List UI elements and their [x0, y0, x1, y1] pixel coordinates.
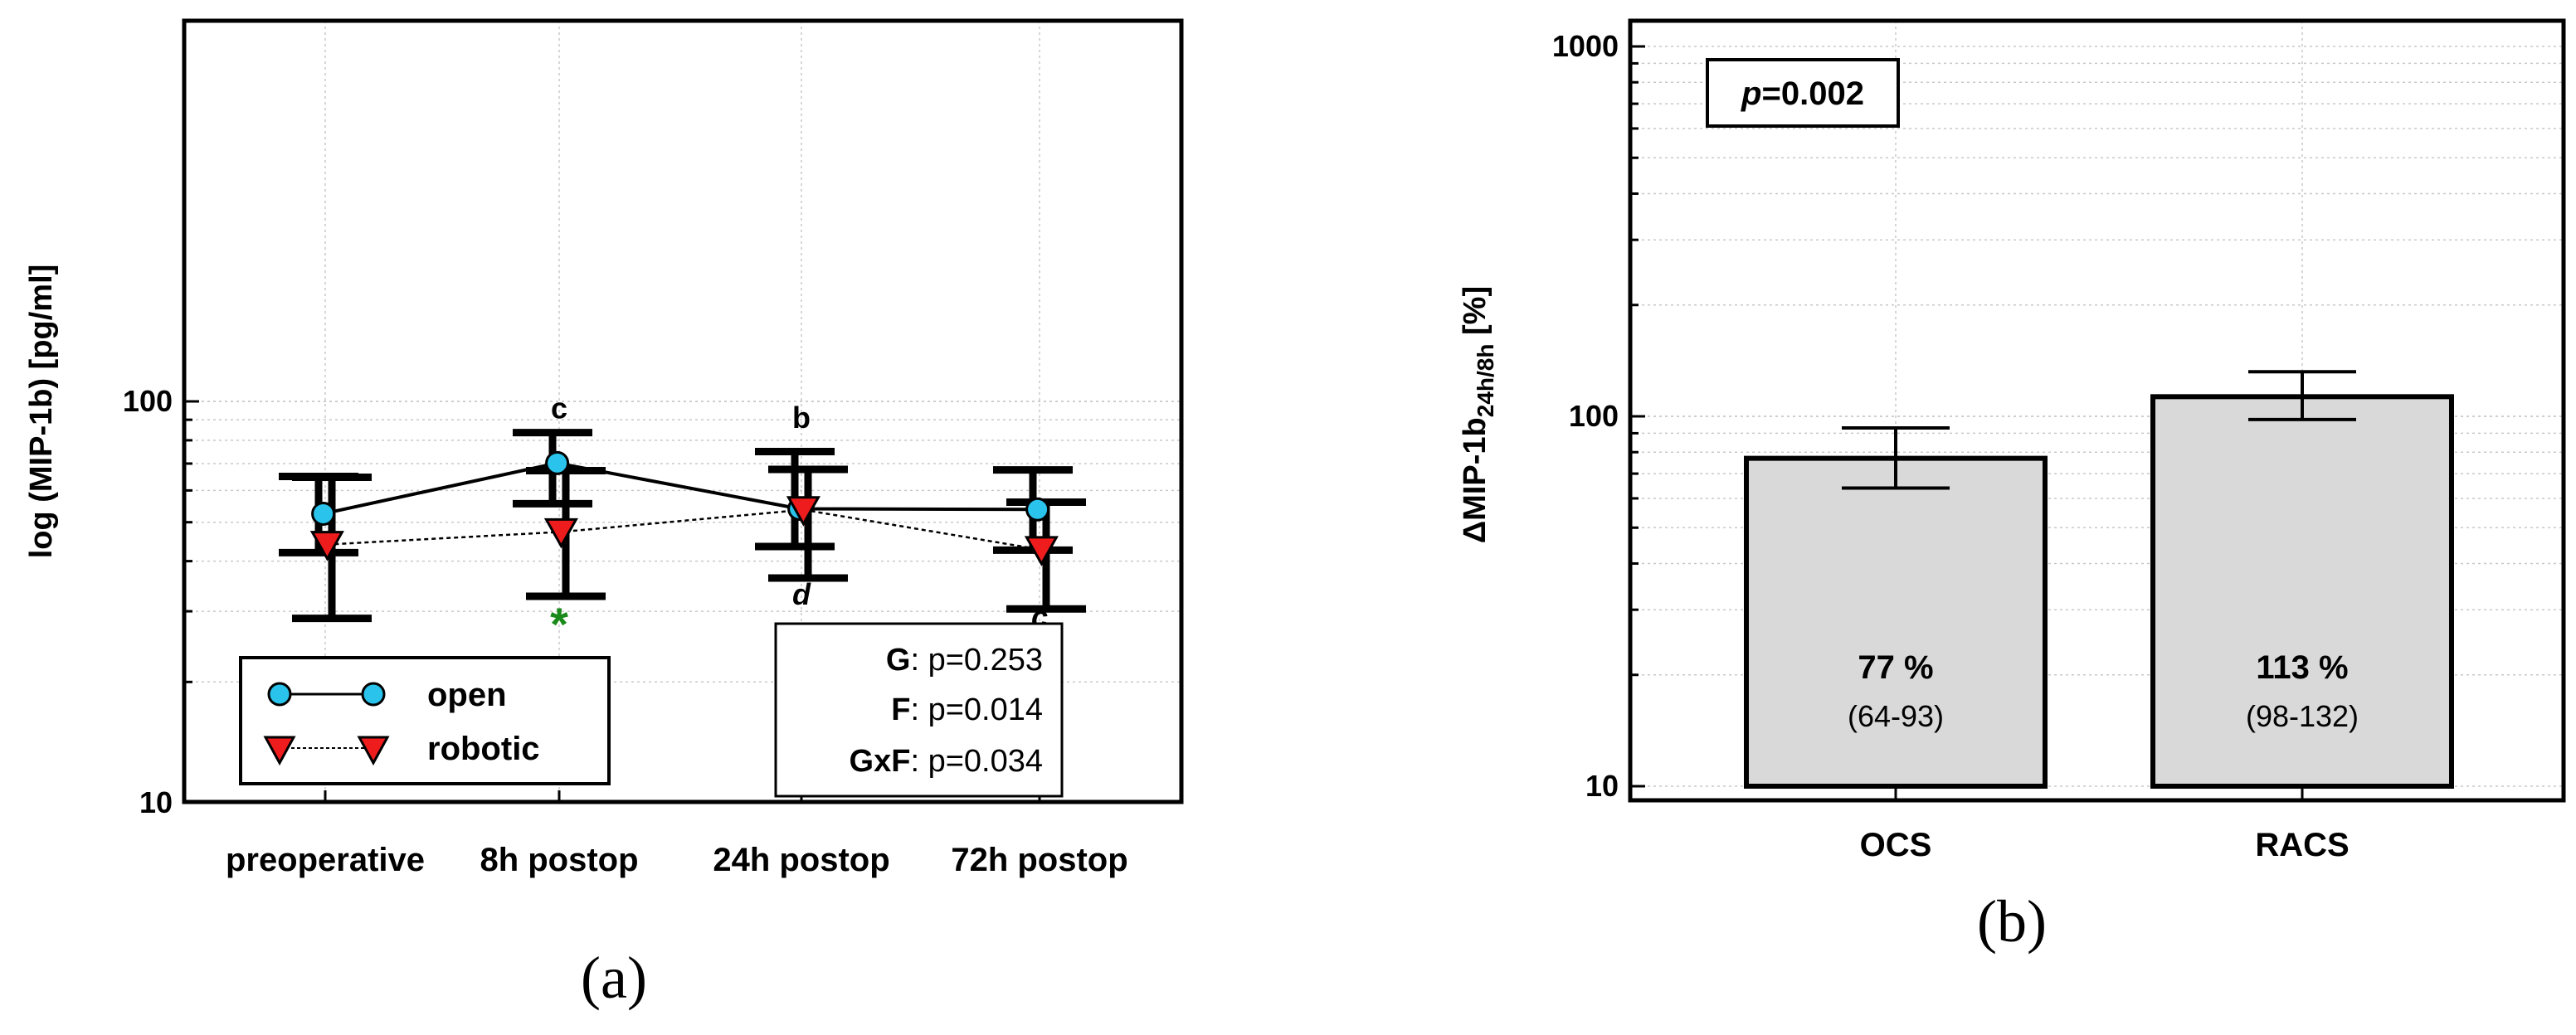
panel-a-x-tick-label: 72h postop: [951, 842, 1127, 878]
bar-range-label: (98-132): [2246, 699, 2359, 733]
legend-open-marker-right: [361, 682, 386, 707]
stats-row-f: F: p=0.014: [891, 692, 1043, 727]
series-line-open: [323, 461, 1038, 516]
panel-b-pvalue-frame: [1706, 58, 1900, 128]
point-robotic: [543, 518, 578, 549]
panel-a-plot-frame: [182, 18, 1184, 804]
panel-b-y-ticks: 10 100 1000: [1552, 29, 1645, 803]
panel-a-legend-box: [239, 656, 611, 785]
panel-a-stats-box: G: p=0.253 F: p=0.014 GxF: p=0.034: [774, 622, 1064, 798]
panel-b-plot-frame: [1628, 18, 2566, 803]
legend-open-label: open: [427, 677, 507, 713]
bar-range-label: (64-93): [1848, 699, 1944, 733]
panel-b-y-tick-label: 1000: [1552, 29, 1619, 63]
panel-a-x-tick-label: 8h postop: [480, 842, 638, 878]
panel-b-y-axis-label: ΔMIP-1b24h/8h [%]: [1458, 286, 1498, 543]
bar-ocs: [1744, 455, 2048, 789]
stats-gxf-value: : p=0.034: [910, 744, 1043, 779]
stats-f-label: F: [891, 692, 910, 727]
panel-b-y-axis-label-main: ΔMIP-1b: [1458, 417, 1493, 543]
panel-a-annotation: *: [550, 598, 568, 650]
panel-b-y-axis-label-unit: [%]: [1458, 286, 1493, 344]
panel-b-pvalue-rest: =0.002: [1761, 75, 1863, 112]
legend-robotic-label: robotic: [427, 731, 540, 767]
panel-a-y-tick-label: 100: [123, 384, 173, 418]
panel-a-y-ticks: 10 100: [123, 384, 199, 819]
legend-open-marker-left: [267, 682, 292, 707]
panel-b-pvalue-prefix: p: [1741, 75, 1761, 112]
series-line-robotic: [327, 508, 1042, 552]
panel-b-x-ticks: OCS RACS: [1860, 789, 2350, 863]
panel-b-x-tick-label: RACS: [2255, 827, 2349, 863]
point-open: [311, 501, 336, 526]
panel-b-y-axis-label-subscript: 24h/8h: [1473, 344, 1498, 418]
bar-racs: [2150, 394, 2454, 789]
panel-b-y-tick-label: 100: [1569, 399, 1619, 433]
panel-a-x-tick-label: 24h postop: [713, 842, 889, 878]
panel-b: 10 100 1000 77 % (64-93) 113 % (98-132) OCS RA…: [1458, 18, 2566, 955]
panel-b-pvalue-box: p=0.002: [1706, 58, 1900, 128]
point-robotic: [786, 496, 821, 527]
point-open: [545, 450, 570, 475]
stats-g-value: : p=0.253: [910, 643, 1043, 678]
bar-value-label: 77 %: [1858, 649, 1933, 686]
panel-b-x-tick-label: OCS: [1860, 827, 1932, 863]
panel-a-annotation: b: [792, 401, 811, 435]
panel-b-label: (b): [1977, 888, 2047, 955]
stats-g-label: G: [886, 643, 911, 678]
bar-value-label: 113 %: [2256, 649, 2348, 686]
point-open: [1025, 497, 1050, 522]
panel-a-x-ticks: preoperative 8h postop 24h postop 72h posto…: [226, 790, 1128, 878]
point-robotic: [309, 531, 344, 561]
panel-a-annotation: d: [792, 577, 811, 611]
stats-f-value: : p=0.014: [910, 692, 1043, 727]
panel-a-y-tick-label: 10: [139, 785, 173, 819]
panel-a-series-lines: [323, 461, 1042, 552]
legend-robotic-marker-right: [357, 736, 390, 766]
panel-a-stats-frame: [774, 622, 1064, 798]
panel-b-bars: 77 % (64-93) 113 % (98-132): [1744, 370, 2454, 789]
panel-a-annotation: c: [551, 391, 567, 425]
stats-gxf-label: GxF: [850, 744, 911, 779]
panel-a-x-tick-label: preoperative: [226, 842, 425, 878]
panel-a-label: (a): [581, 945, 647, 1011]
panel-b-y-tick-label: 10: [1585, 769, 1619, 803]
legend-robotic-marker-left: [263, 736, 296, 766]
stats-row-gxf: GxF: p=0.034: [850, 744, 1043, 779]
stats-row-g: G: p=0.253: [886, 643, 1043, 678]
point-robotic: [1024, 536, 1059, 566]
panel-b-pvalue-text: p=0.002: [1741, 75, 1864, 112]
panel-a-y-axis-label: log (MIP-1b) [pg/ml]: [24, 265, 59, 559]
panel-a-markers: [309, 450, 1059, 566]
panel-a-legend: open robotic: [239, 656, 611, 785]
panel-b-grid: [1630, 21, 2564, 800]
panel-a: 10 100 preoperative 8h postop 24h postop 72h…: [24, 18, 1184, 1011]
